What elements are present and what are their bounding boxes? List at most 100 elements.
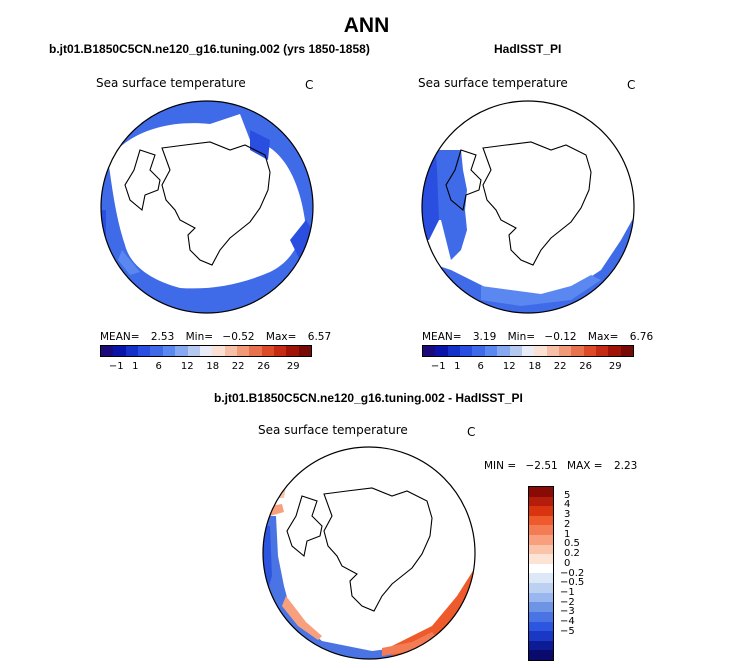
- panel-1-colorbar-swatch: [224, 346, 237, 356]
- panel-2-colorbar-tick-label: −1: [430, 361, 446, 372]
- panel-1-colorbar-swatch: [249, 346, 262, 356]
- diff-colorbar-label: −1: [560, 586, 575, 598]
- diff-stats: MIN = −2.51 MAX = 2.23: [484, 460, 637, 472]
- panel-2-colorbar-swatch: [571, 346, 584, 356]
- panel-1-colorbar-tick-label: 6: [155, 361, 162, 372]
- panel-2-min-label: Min=: [507, 331, 536, 343]
- panel-1-colorbar-swatch: [138, 346, 151, 356]
- panel-1-colorbar-swatch: [101, 346, 114, 356]
- panel-1-min-value: −0.52: [222, 331, 255, 343]
- panel-1-colorbar-swatch: [162, 346, 176, 356]
- panel-2-colorbar: [422, 345, 634, 357]
- panel-1-polar-map: [100, 100, 314, 314]
- panel-1-stats: MEAN= 2.53 Min= −0.52 Max= 6.57: [100, 331, 331, 343]
- diff-colorbar-swatch: [529, 631, 553, 641]
- panel-1-colorbar-swatch: [274, 346, 287, 356]
- panel-2-mean-label: MEAN=: [422, 331, 462, 343]
- panel-1-units: C: [305, 78, 314, 92]
- panel-1-colorbar-swatch: [261, 346, 275, 356]
- panel-1-colorbar-tick-label: 18: [206, 361, 220, 372]
- diff-colorbar-label: −3: [560, 606, 575, 618]
- panel-1-mean-value: 2.53: [150, 331, 175, 343]
- panel-2-max-value: 6.76: [629, 331, 654, 343]
- panel-1-colorbar-swatch: [236, 346, 250, 356]
- diff-polar-map: [262, 446, 476, 660]
- diff-min-value: −2.51: [525, 460, 558, 472]
- diff-max-value: 2.23: [613, 460, 638, 472]
- diff-colorbar-label: 5: [564, 489, 571, 501]
- panel-2-polar-map: [421, 100, 635, 314]
- diff-colorbar-label: 3: [564, 509, 571, 521]
- panel-2-case-title: HadISST_PI: [494, 42, 562, 56]
- diff-colorbar-swatch: [529, 525, 553, 536]
- panel-1-mean-label: MEAN=: [100, 331, 140, 343]
- diff-colorbar-swatch: [529, 515, 553, 526]
- panel-2-colorbar-swatch: [583, 346, 597, 356]
- diff-colorbar-swatch: [529, 563, 553, 574]
- panel-1-colorbar-swatch: [298, 346, 312, 356]
- main-title: ANN: [343, 14, 390, 37]
- diff-colorbar-swatch: [529, 544, 553, 555]
- diff-colorbar-swatch: [529, 650, 553, 660]
- diff-colorbar-label: 0: [564, 557, 571, 569]
- diff-variable-name: Sea surface temperature: [258, 423, 408, 437]
- panel-1-colorbar-tick-label: 1: [132, 361, 139, 372]
- panel-2-colorbar-swatch: [484, 346, 498, 356]
- diff-min-label: MIN =: [484, 460, 517, 472]
- panel-2-colorbar-tick-label: 26: [579, 361, 592, 372]
- diff-colorbar-label: 0.5: [564, 538, 580, 550]
- panel-1-colorbar-tick-label: −1: [108, 361, 124, 372]
- panel-2-colorbar-swatch: [497, 346, 510, 356]
- panel-1-colorbar-tick-label: 29: [286, 361, 300, 372]
- panel-1-max-value: 6.57: [307, 331, 332, 343]
- panel-2-colorbar-swatch: [534, 346, 547, 356]
- panel-1-variable-name: Sea surface temperature: [96, 76, 246, 90]
- panel-2-colorbar-tick-label: 1: [454, 361, 461, 372]
- panel-2-colorbar-swatch: [447, 346, 461, 356]
- panel-1-colorbar-swatch: [212, 346, 225, 356]
- diff-colorbar-label: −5: [560, 625, 575, 637]
- panel-2-variable-name: Sea surface temperature: [418, 76, 568, 90]
- diff-colorbar-swatch: [529, 573, 553, 584]
- panel-2-stats: MEAN= 3.19 Min= −0.12 Max= 6.76: [422, 331, 653, 343]
- panel-2-colorbar-tick-label: 22: [553, 361, 567, 372]
- panel-1-min-label: Min=: [185, 331, 214, 343]
- diff-colorbar-swatch: [529, 611, 553, 622]
- panel-1-max-label: Max=: [265, 331, 297, 343]
- panel-2-colorbar-swatch: [620, 346, 634, 356]
- panel-2-colorbar-swatch: [596, 346, 609, 356]
- panel-2-mean-value: 3.19: [472, 331, 497, 343]
- diff-colorbar-swatch: [529, 506, 553, 516]
- diff-colorbar-label: −2: [560, 596, 575, 608]
- panel-2-colorbar-tick-label: 18: [528, 361, 542, 372]
- panel-2-min-value: −0.12: [544, 331, 577, 343]
- panel-1-colorbar: [100, 345, 312, 357]
- diff-colorbar-label: 1: [564, 528, 571, 540]
- diff-colorbar-label: −0.2: [560, 567, 585, 579]
- diff-colorbar: [528, 486, 554, 661]
- panel-1-colorbar-swatch: [175, 346, 188, 356]
- panel-1-colorbar-tick-label: 26: [257, 361, 270, 372]
- diff-colorbar-label: −4: [560, 616, 575, 628]
- diff-case-title: b.jt01.B1850C5CN.ne120_g16.tuning.002 - …: [214, 391, 523, 405]
- panel-2-colorbar-ticks: −1 1 6 12 18 22 26 29: [422, 361, 634, 375]
- diff-colorbar-swatch: [529, 583, 553, 593]
- panel-1-colorbar-swatch: [125, 346, 139, 356]
- panel-2-colorbar-swatch: [608, 346, 621, 356]
- panel-2-colorbar-swatch: [472, 346, 485, 356]
- panel-1-colorbar-swatch: [150, 346, 163, 356]
- diff-max-label: MAX =: [567, 460, 603, 472]
- panel-2-units: C: [627, 78, 636, 92]
- diff-colorbar-label: 0.2: [564, 548, 580, 560]
- panel-1-colorbar-swatch: [187, 346, 200, 356]
- diff-colorbar-label: 2: [564, 518, 571, 530]
- diff-colorbar-swatch: [529, 621, 553, 632]
- diff-colorbar-swatch: [529, 592, 553, 603]
- diff-colorbar-labels: 5 4 3 2 1 0.5 0.2 0 −0.2 −0.5 −1 −2 −3 −4 −5: [560, 486, 620, 661]
- diff-colorbar-label: −0.5: [560, 577, 585, 589]
- panel-2-colorbar-swatch: [435, 346, 448, 356]
- diff-colorbar-swatch: [529, 602, 553, 612]
- diff-colorbar-swatch: [529, 487, 553, 497]
- panel-1-colorbar-tick-label: 12: [180, 361, 194, 372]
- panel-2-colorbar-tick-label: 6: [477, 361, 484, 372]
